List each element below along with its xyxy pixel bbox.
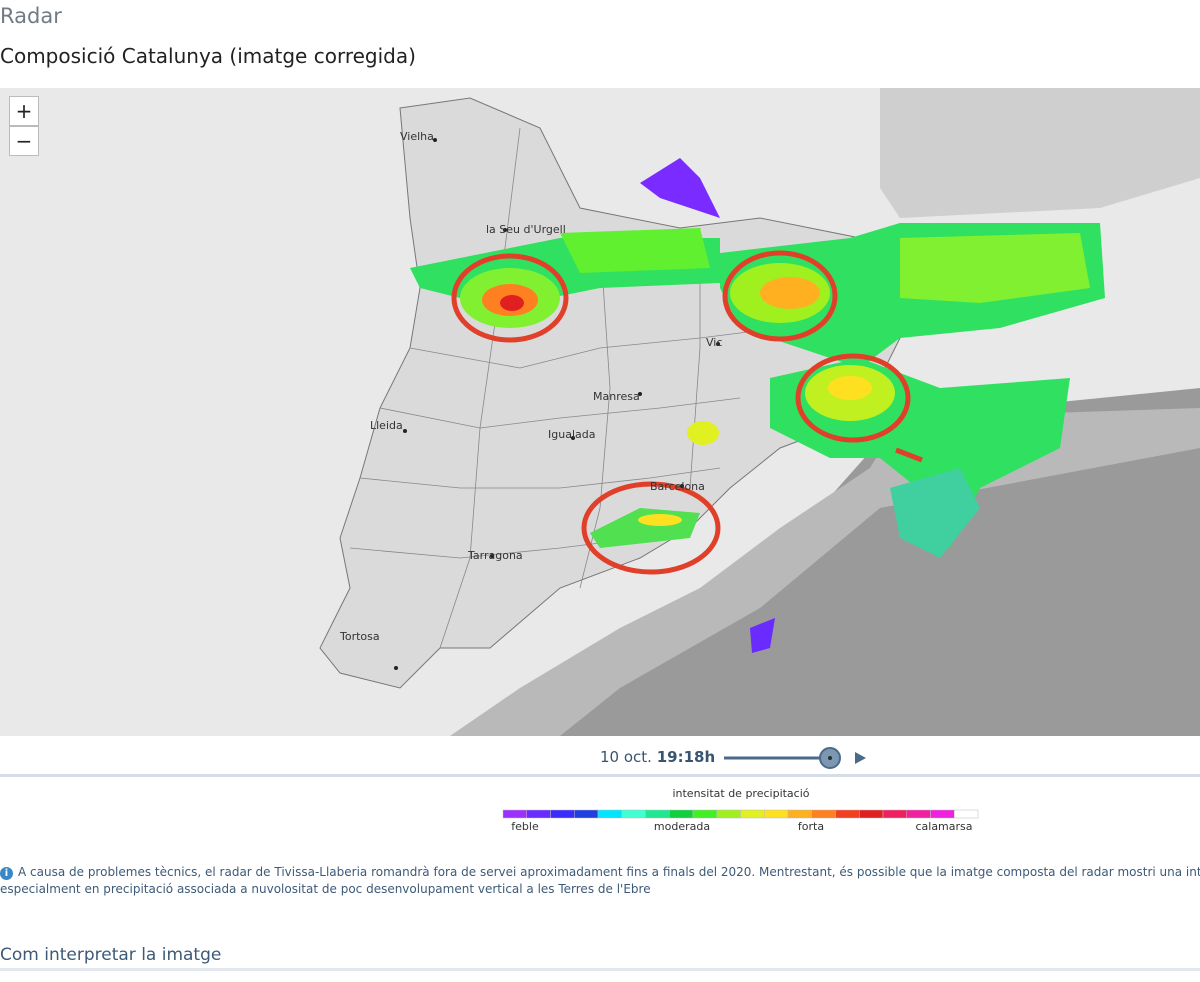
legend-swatch [930,809,955,819]
legend-swatch [716,809,741,819]
legend: intensitat de precipitació feble moderad… [502,787,979,833]
legend-swatch [954,809,979,819]
legend-swatch [574,809,599,819]
legend-swatch [645,809,670,819]
divider [0,968,1200,971]
timeline-date: 10 oct. [600,748,652,766]
place-label: Igualada [548,428,595,441]
place-label: la Seu d'Urgell [486,223,566,236]
time-slider[interactable] [720,744,870,772]
place-label: Lleida [370,419,403,432]
timeline-time: 19:18h [656,748,716,766]
legend-swatch [882,809,907,819]
place-label: Vielha [400,130,434,143]
timeline: 10 oct. 19:18h [600,748,715,766]
legend-label: moderada [654,820,710,833]
place-label: Barcelona [650,480,705,493]
divider [0,774,1200,777]
place-label: Tarragona [467,549,523,562]
legend-label: calamarsa [915,820,972,833]
legend-swatch [906,809,931,819]
legend-label: feble [511,820,539,833]
zoom-in-button[interactable]: + [9,96,39,126]
legend-swatch [669,809,694,819]
zoom-out-button[interactable]: − [9,126,39,156]
place-label: Vic [706,336,722,349]
legend-swatch [502,809,527,819]
legend-swatch [787,809,812,819]
legend-swatch [764,809,789,819]
legend-swatch [621,809,646,819]
place-label: Tortosa [339,630,380,643]
legend-title: intensitat de precipitació [672,787,809,800]
notice-line: especialment en precipitació associada a… [0,882,651,896]
legend-label: forta [798,820,824,833]
notice: i A causa de problemes tècnics, el radar … [0,864,1200,898]
legend-swatch [740,809,765,819]
annotation-circles [451,250,923,575]
page-title: Composició Catalunya (imatge corregida) [0,44,416,68]
play-button[interactable] [855,752,866,764]
legend-swatch [526,809,551,819]
info-icon: i [0,867,13,880]
legend-swatch [811,809,836,819]
notice-line: i A causa de problemes tècnics, el radar … [0,864,1200,881]
radar-map: Vielha la Seu d'Urgell Vic Manresa Lleid… [0,88,1200,736]
section-heading: Com interpretar la imatge [0,945,222,965]
radar-echoes [410,158,1105,653]
legend-swatch [835,809,860,819]
legend-swatch [859,809,884,819]
legend-swatch [597,809,622,819]
place-label: Manresa [593,390,640,403]
legend-swatch [550,809,575,819]
section-label: Radar [0,4,62,28]
notice-text: A causa de problemes tècnics, el radar d… [18,865,1200,879]
legend-swatch [692,809,717,819]
